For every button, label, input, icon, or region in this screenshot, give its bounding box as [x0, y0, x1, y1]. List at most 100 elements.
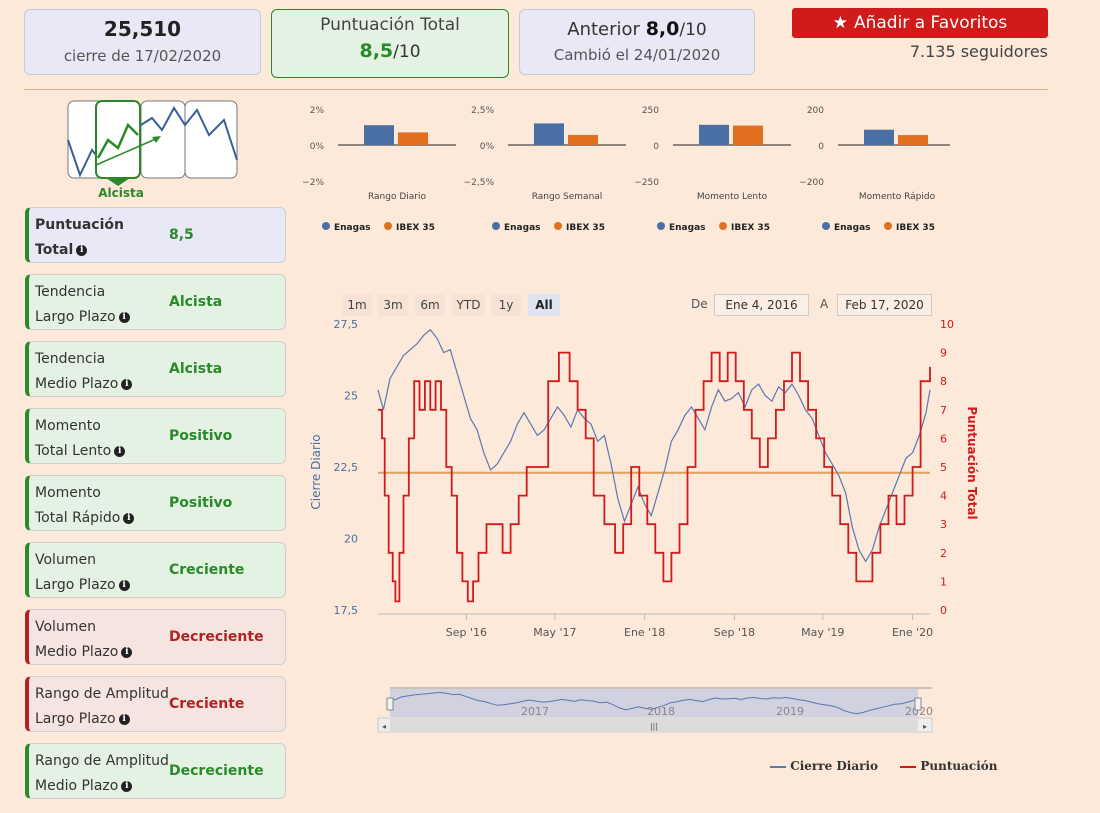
- right-axis-title: Puntuación Total: [965, 406, 979, 519]
- metric-card-label: Tendencia Medio Plazo i: [35, 347, 133, 397]
- left-axis-tick: 22,5: [334, 461, 359, 474]
- bar-ibex-35: [733, 125, 763, 145]
- navigator-year-label: 2020: [905, 705, 933, 718]
- metric-card[interactable]: Rango de Amplitud Largo Plazo i Creciente: [25, 676, 286, 732]
- bar-chart-1: 2,5% 0% −2,5% Rango Semanal Enagas IBEX 35: [464, 106, 626, 233]
- range-button-3m[interactable]: 3m: [378, 294, 408, 316]
- range-button-1m[interactable]: 1m: [342, 294, 372, 316]
- metric-card[interactable]: Momento Total Rápido i Positivo: [25, 475, 286, 531]
- left-axis-tick: 27,5: [334, 318, 359, 331]
- previous-suffix: /10: [679, 20, 707, 40]
- bar-enagas: [699, 124, 729, 145]
- bar-legend-label: Enagas: [334, 223, 371, 233]
- left-axis-title: Cierre Diario: [309, 434, 323, 509]
- range-button-ytd[interactable]: YTD: [452, 294, 485, 316]
- info-icon[interactable]: i: [118, 311, 130, 323]
- bar-legend-marker: [554, 222, 562, 230]
- navigator-mask: [390, 689, 918, 717]
- trend-widget-graphic: [67, 100, 238, 186]
- from-date-input[interactable]: Ene 4, 2016: [714, 294, 809, 316]
- scroll-left-icon: ◂: [382, 722, 386, 731]
- right-axis-tick: 7: [940, 404, 947, 417]
- bar-enagas: [364, 125, 394, 145]
- right-axis-tick: 8: [940, 375, 947, 388]
- info-icon[interactable]: i: [114, 445, 126, 457]
- legend-score-label[interactable]: Puntuación: [920, 759, 998, 773]
- info-icon[interactable]: i: [123, 512, 135, 524]
- navigator-year-label: 2017: [521, 705, 549, 718]
- metric-card-label-line2: Total: [35, 242, 74, 258]
- total-score-suffix: /10: [393, 42, 421, 62]
- bar-chart-tick-label: 0%: [310, 142, 325, 152]
- navigator-left-handle: [386, 697, 394, 711]
- bar-legend-marker: [719, 222, 727, 230]
- left-axis-tick: 20: [344, 533, 358, 546]
- bar-legend-marker: [322, 222, 330, 230]
- range-button-1y[interactable]: 1y: [491, 294, 521, 316]
- range-navigator[interactable]: 2017 2018 2019 2020 ◂ ▸ |||: [376, 684, 936, 736]
- metric-card[interactable]: Tendencia Medio Plazo i Alcista: [25, 341, 286, 397]
- bar-chart-tick-label: 0: [818, 142, 824, 152]
- trend-widget-label: Alcista: [98, 186, 144, 200]
- to-date-input[interactable]: Feb 17, 2020: [837, 294, 932, 316]
- metric-card[interactable]: Rango de Amplitud Medio Plazo i Decreciente: [25, 743, 286, 799]
- total-score-value: 8,5: [359, 40, 394, 62]
- bar-chart-tick-label: 2,5%: [471, 106, 494, 116]
- legend-close-swatch: [770, 765, 786, 768]
- total-score-line: 8,5/10: [272, 40, 508, 62]
- info-icon[interactable]: i: [76, 244, 88, 256]
- metric-card-label: Volumen Medio Plazo i: [35, 615, 133, 665]
- metric-card-label-line1: Rango de Amplitud: [35, 753, 169, 769]
- metric-card-label-line2: Total Rápido: [35, 510, 121, 526]
- bar-chart-tick-label: 200: [807, 106, 824, 116]
- bar-chart-title: Rango Diario: [368, 192, 427, 202]
- legend-close-label[interactable]: Cierre Diario: [790, 759, 879, 773]
- close-date: cierre de 17/02/2020: [63, 47, 222, 65]
- metric-card-label-line1: Tendencia: [35, 284, 106, 300]
- metric-card-label-line1: Momento: [35, 485, 101, 501]
- bar-enagas: [534, 123, 564, 145]
- bar-chart-tick-label: 250: [642, 106, 659, 116]
- range-button-6m[interactable]: 6m: [415, 294, 445, 316]
- metric-card-value: Decreciente: [169, 763, 264, 779]
- metric-card-label-line2: Largo Plazo: [35, 577, 116, 593]
- metric-card-label: Volumen Largo Plazo i: [35, 548, 130, 598]
- bar-chart-tick-label: −200: [799, 178, 824, 188]
- range-button-all[interactable]: All: [528, 294, 560, 316]
- metric-card-label: Rango de Amplitud Largo Plazo i: [35, 682, 169, 732]
- metric-card[interactable]: Volumen Medio Plazo i Decreciente: [25, 609, 286, 665]
- previous-score-box: Anterior 8,0/10 Cambió el 24/01/2020: [519, 9, 755, 75]
- metric-card-value: Creciente: [169, 562, 245, 578]
- metric-card[interactable]: Puntuación Total i 8,5: [25, 207, 286, 263]
- trend-widget: Alcista: [66, 100, 241, 200]
- info-icon[interactable]: i: [118, 713, 130, 725]
- metric-card[interactable]: Volumen Largo Plazo i Creciente: [25, 542, 286, 598]
- scroll-grip-icon: |||: [650, 722, 658, 731]
- right-axis-tick: 3: [940, 518, 947, 531]
- to-label: A: [820, 297, 829, 311]
- metric-card[interactable]: Tendencia Largo Plazo i Alcista: [25, 274, 286, 330]
- bar-legend-label: Enagas: [504, 223, 541, 233]
- add-favorites-button[interactable]: ★ Añadir a Favoritos: [792, 8, 1048, 38]
- followers-count: 7.135 seguidores: [909, 42, 1048, 61]
- info-icon[interactable]: i: [121, 378, 133, 390]
- metric-card-value: Positivo: [169, 495, 233, 511]
- right-axis-tick: 5: [940, 461, 947, 474]
- from-label: De: [691, 297, 708, 311]
- info-icon[interactable]: i: [121, 780, 133, 792]
- metric-card-label: Rango de Amplitud Medio Plazo i: [35, 749, 169, 799]
- info-icon[interactable]: i: [121, 646, 133, 658]
- bar-legend-marker: [492, 222, 500, 230]
- score-series-line: [378, 351, 931, 603]
- close-series-line: [377, 328, 931, 563]
- right-axis-tick: 2: [940, 547, 947, 560]
- left-axis-tick: 17,5: [334, 604, 359, 617]
- metric-card[interactable]: Momento Total Lento i Positivo: [25, 408, 286, 464]
- info-icon[interactable]: i: [118, 579, 130, 591]
- bar-chart-tick-label: 0%: [480, 142, 495, 152]
- bar-ibex-35: [398, 132, 428, 145]
- right-axis-tick: 0: [940, 604, 947, 617]
- bar-legend-marker: [384, 222, 392, 230]
- x-axis-label: Sep '18: [714, 626, 755, 639]
- right-axis-tick: 6: [940, 432, 947, 445]
